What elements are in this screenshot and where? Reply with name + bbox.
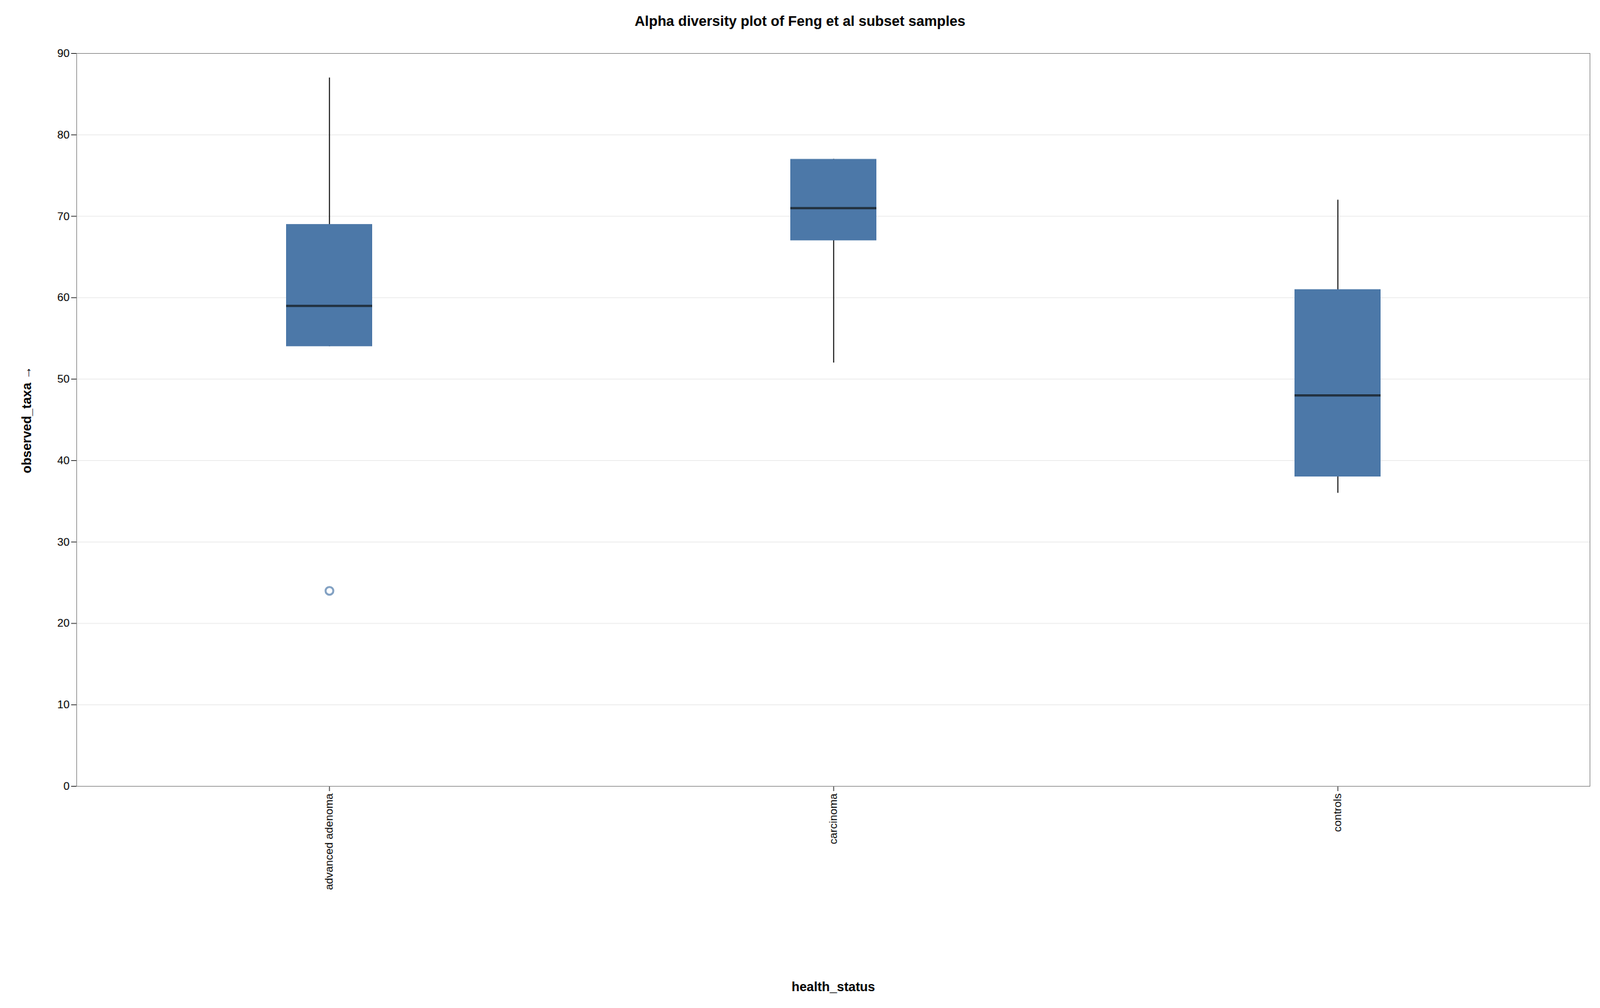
svg-text:10: 10 (57, 698, 70, 711)
html-text:Alpha diversity plot of Feng e: Alpha diversity plot of Feng et al subse… (634, 12, 966, 30)
svg-text:health_status: health_status (791, 979, 876, 994)
svg-text:carcinoma: carcinoma (827, 792, 840, 845)
svg-text:50: 50 (57, 372, 70, 386)
svg-text:controls: controls (1331, 793, 1344, 833)
svg-text:30: 30 (57, 535, 70, 549)
svg-text:70: 70 (57, 209, 70, 223)
svg-text:20: 20 (57, 616, 70, 630)
svg-text:advanced adenoma: advanced adenoma (322, 792, 336, 890)
svg-text:60: 60 (57, 291, 70, 304)
svg-text:80: 80 (57, 128, 70, 142)
svg-text:observed_taxa →: observed_taxa → (19, 366, 34, 474)
svg-text:0: 0 (63, 779, 70, 793)
svg-text:90: 90 (57, 47, 70, 60)
svg-text:40: 40 (57, 454, 70, 467)
